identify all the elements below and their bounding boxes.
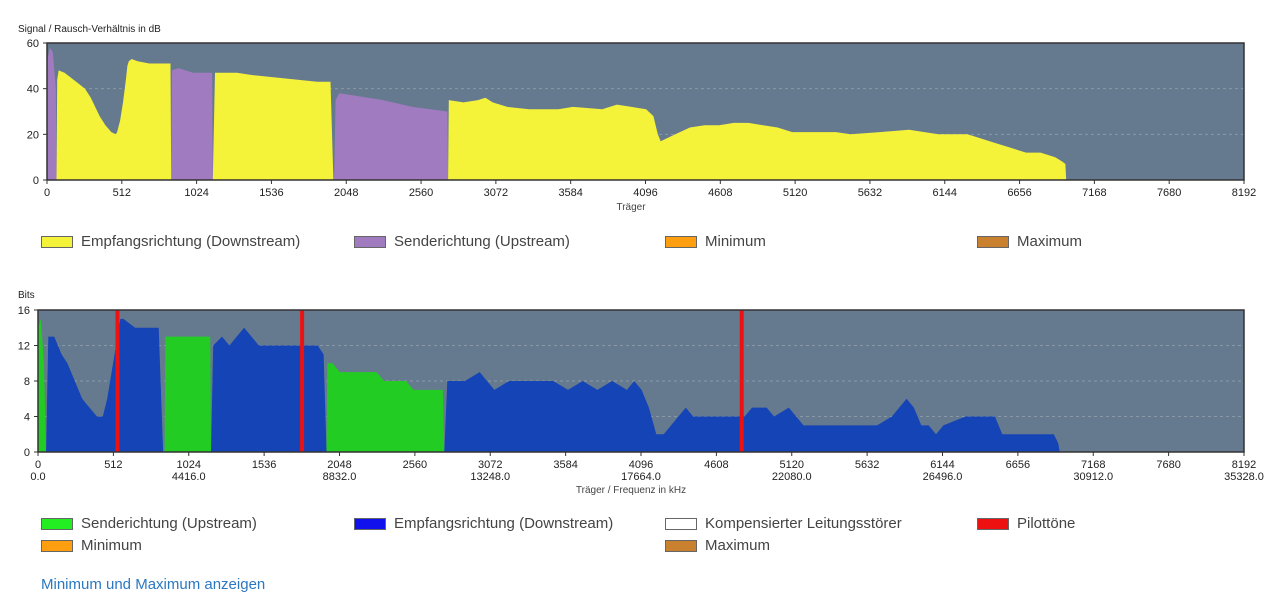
x-tick-label: 4608 bbox=[704, 459, 728, 471]
y-tick-label: 8 bbox=[24, 376, 30, 388]
legend-swatch bbox=[41, 539, 73, 552]
x-tick-khz-label: 26496.0 bbox=[923, 471, 963, 483]
series-area-b bbox=[46, 318, 1060, 452]
legend-item: Kompensierter Leitungsstörer bbox=[665, 515, 902, 532]
x-tick-label: 2048 bbox=[327, 459, 351, 471]
bits-y-axis-label: Bits bbox=[18, 290, 35, 301]
y-tick-label: 4 bbox=[24, 412, 30, 424]
legend-item: Empfangsrichtung (Downstream) bbox=[354, 515, 613, 532]
legend-item: Senderichtung (Upstream) bbox=[354, 233, 570, 250]
legend-label: Empfangsrichtung (Downstream) bbox=[81, 233, 301, 250]
legend-item: Senderichtung (Upstream) bbox=[41, 515, 257, 532]
x-tick-khz-label: 8832.0 bbox=[323, 471, 357, 483]
legend-swatch bbox=[665, 517, 697, 530]
x-tick-khz-label: 30912.0 bbox=[1073, 471, 1113, 483]
legend-label: Senderichtung (Upstream) bbox=[394, 233, 570, 250]
legend-item: Maximum bbox=[665, 537, 770, 554]
x-tick-label: 5632 bbox=[858, 187, 882, 199]
y-tick-label: 0 bbox=[33, 175, 39, 187]
legend-item: Minimum bbox=[41, 537, 142, 554]
x-tick-label: 3584 bbox=[553, 459, 577, 471]
legend-item: Empfangsrichtung (Downstream) bbox=[41, 233, 300, 250]
x-tick-label: 4096 bbox=[633, 187, 657, 199]
x-tick-label: 7168 bbox=[1082, 187, 1106, 199]
x-tick-label: 2560 bbox=[403, 459, 427, 471]
legend-label: Minimum bbox=[705, 233, 766, 250]
series-area-b bbox=[56, 59, 1067, 180]
legend-label: Empfangsrichtung (Downstream) bbox=[394, 515, 614, 532]
legend-item: Minimum bbox=[665, 233, 766, 250]
x-tick-label: 4608 bbox=[708, 187, 732, 199]
x-tick-khz-label: 13248.0 bbox=[470, 471, 510, 483]
legend-swatch bbox=[41, 517, 73, 530]
legend-swatch bbox=[354, 235, 386, 248]
y-tick-label: 20 bbox=[27, 129, 39, 141]
x-tick-label: 3072 bbox=[478, 459, 502, 471]
x-tick-label: 6144 bbox=[930, 459, 954, 471]
legend-swatch bbox=[354, 517, 386, 530]
x-tick-label: 5120 bbox=[780, 459, 804, 471]
x-tick-label: 0 bbox=[35, 459, 41, 471]
x-tick-label: 1024 bbox=[184, 187, 208, 199]
x-tick-label: 4096 bbox=[629, 459, 653, 471]
x-tick-label: 7168 bbox=[1081, 459, 1105, 471]
x-tick-khz-label: 17664.0 bbox=[621, 471, 661, 483]
x-tick-label: 7680 bbox=[1157, 187, 1181, 199]
snr-x-axis-label: Träger bbox=[616, 202, 646, 213]
y-tick-label: 16 bbox=[18, 305, 30, 317]
legend-swatch bbox=[665, 235, 697, 248]
legend-swatch bbox=[665, 539, 697, 552]
legend-label: Minimum bbox=[81, 537, 142, 554]
y-tick-label: 40 bbox=[27, 84, 39, 96]
x-tick-label: 3072 bbox=[484, 187, 508, 199]
x-tick-label: 3584 bbox=[558, 187, 582, 199]
x-tick-label: 6656 bbox=[1007, 187, 1031, 199]
x-tick-label: 5632 bbox=[855, 459, 879, 471]
x-tick-khz-label: 22080.0 bbox=[772, 471, 812, 483]
x-tick-label: 1536 bbox=[252, 459, 276, 471]
x-tick-khz-label: 4416.0 bbox=[172, 471, 206, 483]
legend-item: Pilottöne bbox=[977, 515, 1075, 532]
legend-swatch bbox=[977, 517, 1009, 530]
x-tick-khz-label: 35328.0 bbox=[1224, 471, 1264, 483]
y-tick-label: 60 bbox=[27, 38, 39, 50]
legend-swatch bbox=[41, 235, 73, 248]
legend-item: Maximum bbox=[977, 233, 1082, 250]
y-tick-label: 0 bbox=[24, 447, 30, 459]
x-tick-label: 6144 bbox=[933, 187, 957, 199]
legend-label: Senderichtung (Upstream) bbox=[81, 515, 257, 532]
y-tick-label: 12 bbox=[18, 341, 30, 353]
x-tick-label: 1536 bbox=[259, 187, 283, 199]
legend-label: Pilottöne bbox=[1017, 515, 1076, 532]
bits-x-axis-label: Träger / Frequenz in kHz bbox=[576, 485, 686, 496]
series-area-a bbox=[47, 47, 449, 180]
x-tick-label: 5120 bbox=[783, 187, 807, 199]
x-tick-label: 512 bbox=[113, 187, 131, 199]
series-area-a bbox=[38, 318, 445, 452]
x-tick-label: 1024 bbox=[177, 459, 201, 471]
bits-chart: Bits Träger / Frequenz in kHz 0 4 8 12 16 0 51… bbox=[18, 290, 1264, 496]
show-minmax-link[interactable]: Minimum und Maximum anzeigen bbox=[41, 576, 266, 593]
x-tick-label: 8192 bbox=[1232, 187, 1256, 199]
legend-swatch bbox=[977, 235, 1009, 248]
x-tick-label: 512 bbox=[104, 459, 122, 471]
x-tick-label: 6656 bbox=[1006, 459, 1030, 471]
x-tick-label: 2560 bbox=[409, 187, 433, 199]
x-tick-label: 2048 bbox=[334, 187, 358, 199]
x-tick-label: 8192 bbox=[1232, 459, 1256, 471]
snr-y-axis-label: Signal / Rausch-Verhältnis in dB bbox=[18, 24, 161, 35]
x-tick-khz-label: 0.0 bbox=[30, 471, 45, 483]
legend-label: Kompensierter Leitungsstörer bbox=[705, 515, 902, 532]
x-tick-label: 7680 bbox=[1156, 459, 1180, 471]
snr-chart: Signal / Rausch-Verhältnis in dB Träger … bbox=[18, 24, 1256, 213]
x-tick-label: 0 bbox=[44, 187, 50, 199]
legend-label: Maximum bbox=[705, 537, 771, 554]
legend-label: Maximum bbox=[1017, 233, 1083, 250]
